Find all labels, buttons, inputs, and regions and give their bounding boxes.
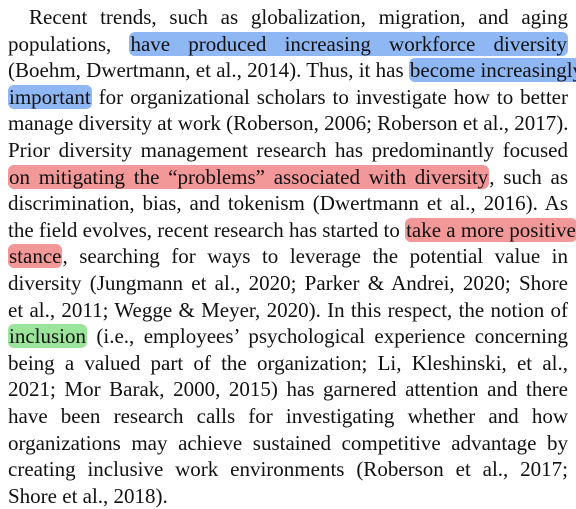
highlight-red: take a more positive <box>405 217 576 242</box>
text-run: for organizational scholars to investiga… <box>91 84 568 109</box>
text-run: , searching for ways to leverage the pot… <box>62 244 568 269</box>
text-run: Recent trends, such as globalization, mi… <box>29 5 568 29</box>
body-paragraph: Recent trends, such as globalization, mi… <box>8 4 576 509</box>
text-run: , such as <box>489 164 568 189</box>
text-line: inclusion (i.e., employees’ psychologica… <box>8 323 568 350</box>
highlight-blue: important <box>8 84 92 109</box>
text-line: manage diversity at work (Roberson, 2006… <box>8 110 568 137</box>
highlight-blue: become increasingly <box>408 58 576 83</box>
text-run: (i.e., employees’ psychological experien… <box>87 324 568 349</box>
paper-excerpt: Recent trends, such as globalization, mi… <box>8 4 576 509</box>
text-run: creating inclusive work environments (Ro… <box>8 457 568 482</box>
text-run: Shore et al., 2018). <box>8 483 168 508</box>
text-run: 2021; Mor Barak, 2000, 2015) has garnere… <box>8 377 568 402</box>
text-line: Shore et al., 2018). <box>8 483 568 509</box>
text-line: have been research calls for investigati… <box>8 403 568 430</box>
text-line: et al., 2011; Wegge & Meyer, 2020). In t… <box>8 297 568 324</box>
text-line: creating inclusive work environments (Ro… <box>8 456 568 483</box>
text-line: stance, searching for ways to leverage t… <box>8 243 568 270</box>
text-line: important for organizational scholars to… <box>8 84 568 111</box>
text-run: manage diversity at work (Roberson, 2006… <box>8 111 569 136</box>
text-run: (Boehm, Dwertmann, et al., 2014). Thus, … <box>8 58 409 83</box>
text-run: have been research calls for investigati… <box>8 403 568 428</box>
text-line: discrimination, bias, and tokenism (Dwer… <box>8 190 568 217</box>
text-run: discrimination, bias, and tokenism (Dwer… <box>8 191 568 216</box>
text-line: populations, have produced increasing wo… <box>8 31 568 58</box>
text-run: organizations may achieve sustained comp… <box>8 430 568 455</box>
text-line: on mitigating the “problems” associated … <box>8 164 568 191</box>
text-run: populations, <box>8 31 130 56</box>
highlight-green: inclusion <box>8 324 87 349</box>
text-line: diversity (Jungmann et al., 2020; Parker… <box>8 270 568 297</box>
text-line: organizations may achieve sustained comp… <box>8 430 568 457</box>
text-run: Prior diversity management research has … <box>8 137 568 162</box>
highlight-red: stance <box>8 244 63 269</box>
text-run: diversity (Jungmann et al., 2020; Parker… <box>8 270 568 295</box>
text-line: Prior diversity management research has … <box>8 137 568 164</box>
text-line: being a valued part of the organization;… <box>8 350 568 377</box>
text-run: the field evolves, recent research has s… <box>8 217 406 242</box>
text-line: (Boehm, Dwertmann, et al., 2014). Thus, … <box>8 57 576 84</box>
highlight-red: on mitigating the “problems” associated … <box>8 164 490 189</box>
text-line: the field evolves, recent research has s… <box>8 217 576 244</box>
text-line: 2021; Mor Barak, 2000, 2015) has garnere… <box>8 376 568 403</box>
highlight-blue: have produced increasing workforce diver… <box>129 31 568 56</box>
text-line: Recent trends, such as globalization, mi… <box>8 4 568 31</box>
text-run: et al., 2011; Wegge & Meyer, 2020). In t… <box>8 297 568 322</box>
text-run: being a valued part of the organization;… <box>8 350 568 375</box>
